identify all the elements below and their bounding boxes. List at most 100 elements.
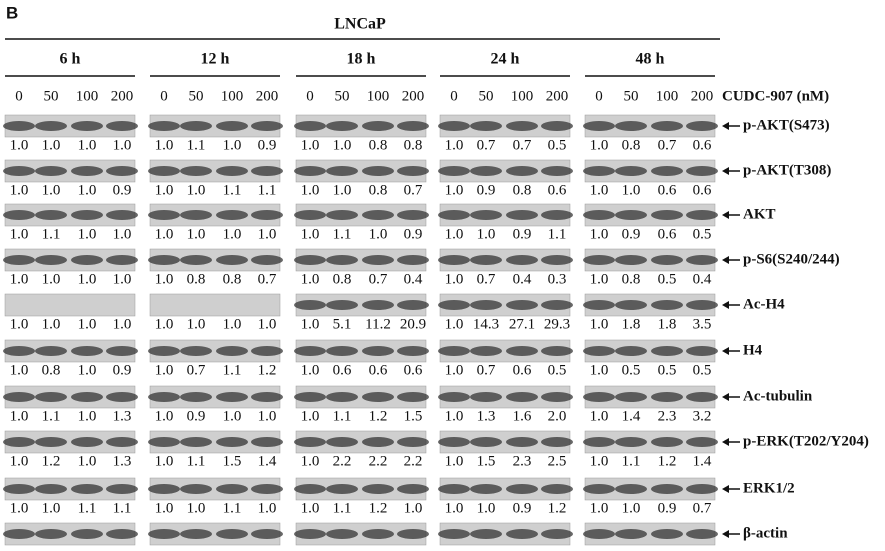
band <box>3 210 35 220</box>
band <box>362 346 394 356</box>
quantification: 1.0 <box>590 316 609 332</box>
band <box>438 437 470 447</box>
quantification: 1.0 <box>445 408 464 424</box>
quantification: 1.0 <box>333 182 352 198</box>
timepoint-label: 18 h <box>347 51 376 68</box>
band <box>397 484 429 494</box>
quantification: 0.5 <box>693 362 712 378</box>
band <box>686 166 718 176</box>
quantification: 0.5 <box>658 362 677 378</box>
quantification: 1.1 <box>333 226 352 242</box>
quantification: 1.0 <box>301 408 320 424</box>
band <box>3 529 35 539</box>
band <box>216 529 248 539</box>
quantification: 1.0 <box>301 500 320 516</box>
band <box>106 529 138 539</box>
quantification: 1.0 <box>155 362 174 378</box>
quantification: 1.1 <box>187 453 206 469</box>
band <box>326 210 358 220</box>
quantification: 29.3 <box>544 316 570 332</box>
band <box>397 210 429 220</box>
quantification: 1.0 <box>10 408 29 424</box>
band <box>397 166 429 176</box>
quantification: 1.0 <box>155 500 174 516</box>
arrow-head <box>722 211 729 219</box>
band <box>583 484 615 494</box>
quantification: 1.0 <box>223 137 242 153</box>
band <box>294 300 326 310</box>
quantification: 1.0 <box>10 453 29 469</box>
band <box>470 166 502 176</box>
quantification: 0.7 <box>693 500 712 516</box>
quantification: 1.0 <box>78 137 97 153</box>
band <box>35 346 67 356</box>
quantification: 1.2 <box>369 500 388 516</box>
band <box>615 166 647 176</box>
band <box>651 255 683 265</box>
quantification: 1.0 <box>258 226 277 242</box>
band <box>506 437 538 447</box>
quantification: 1.0 <box>590 226 609 242</box>
band <box>216 210 248 220</box>
quantification: 1.0 <box>78 362 97 378</box>
band <box>651 121 683 131</box>
band <box>470 484 502 494</box>
quantification: 0.5 <box>548 362 567 378</box>
band <box>180 437 212 447</box>
concentration-label: 100 <box>656 88 679 104</box>
quantification: 0.6 <box>693 182 712 198</box>
quantification: 1.0 <box>155 316 174 332</box>
concentration-label: 200 <box>111 88 134 104</box>
band <box>251 255 283 265</box>
band <box>294 255 326 265</box>
band <box>651 392 683 402</box>
band <box>180 346 212 356</box>
band <box>71 346 103 356</box>
arrow-head <box>722 530 729 538</box>
band <box>541 300 573 310</box>
band <box>326 121 358 131</box>
quantification: 2.5 <box>548 453 567 469</box>
quantification: 0.7 <box>477 137 496 153</box>
quantification: 1.0 <box>10 226 29 242</box>
figure: B LNCaP CUDC-907 (nM) 6 h05010020012 h05… <box>0 0 885 551</box>
band <box>180 484 212 494</box>
quantification: 0.9 <box>404 226 423 242</box>
band <box>583 121 615 131</box>
band <box>470 529 502 539</box>
concentration-label: 50 <box>624 88 639 104</box>
quantification: 1.8 <box>622 316 641 332</box>
quantification: 1.5 <box>477 453 496 469</box>
quantification: 0.6 <box>404 362 423 378</box>
band <box>180 255 212 265</box>
quantification: 1.0 <box>223 408 242 424</box>
quantification: 0.9 <box>513 226 532 242</box>
band <box>216 121 248 131</box>
quantification: 1.0 <box>258 316 277 332</box>
concentration-label: 0 <box>450 88 458 104</box>
arrow-head <box>722 485 729 493</box>
band <box>148 346 180 356</box>
quantification: 1.3 <box>477 408 496 424</box>
quantification: 1.0 <box>113 137 132 153</box>
band <box>686 346 718 356</box>
blot <box>5 294 135 316</box>
quantification: 0.8 <box>42 362 61 378</box>
quantification: 1.0 <box>155 182 174 198</box>
quantification: 0.8 <box>404 137 423 153</box>
quantification: 0.7 <box>477 271 496 287</box>
band <box>180 121 212 131</box>
band <box>686 210 718 220</box>
protein-label: p-S6(S240/244) <box>743 251 840 267</box>
band <box>71 210 103 220</box>
quantification: 1.0 <box>590 500 609 516</box>
quantification: 27.1 <box>509 316 535 332</box>
band <box>216 484 248 494</box>
quantification: 0.4 <box>693 271 712 287</box>
band <box>615 437 647 447</box>
band <box>294 121 326 131</box>
quantification: 0.9 <box>113 182 132 198</box>
concentration-label: 200 <box>546 88 569 104</box>
band <box>326 255 358 265</box>
band <box>362 210 394 220</box>
